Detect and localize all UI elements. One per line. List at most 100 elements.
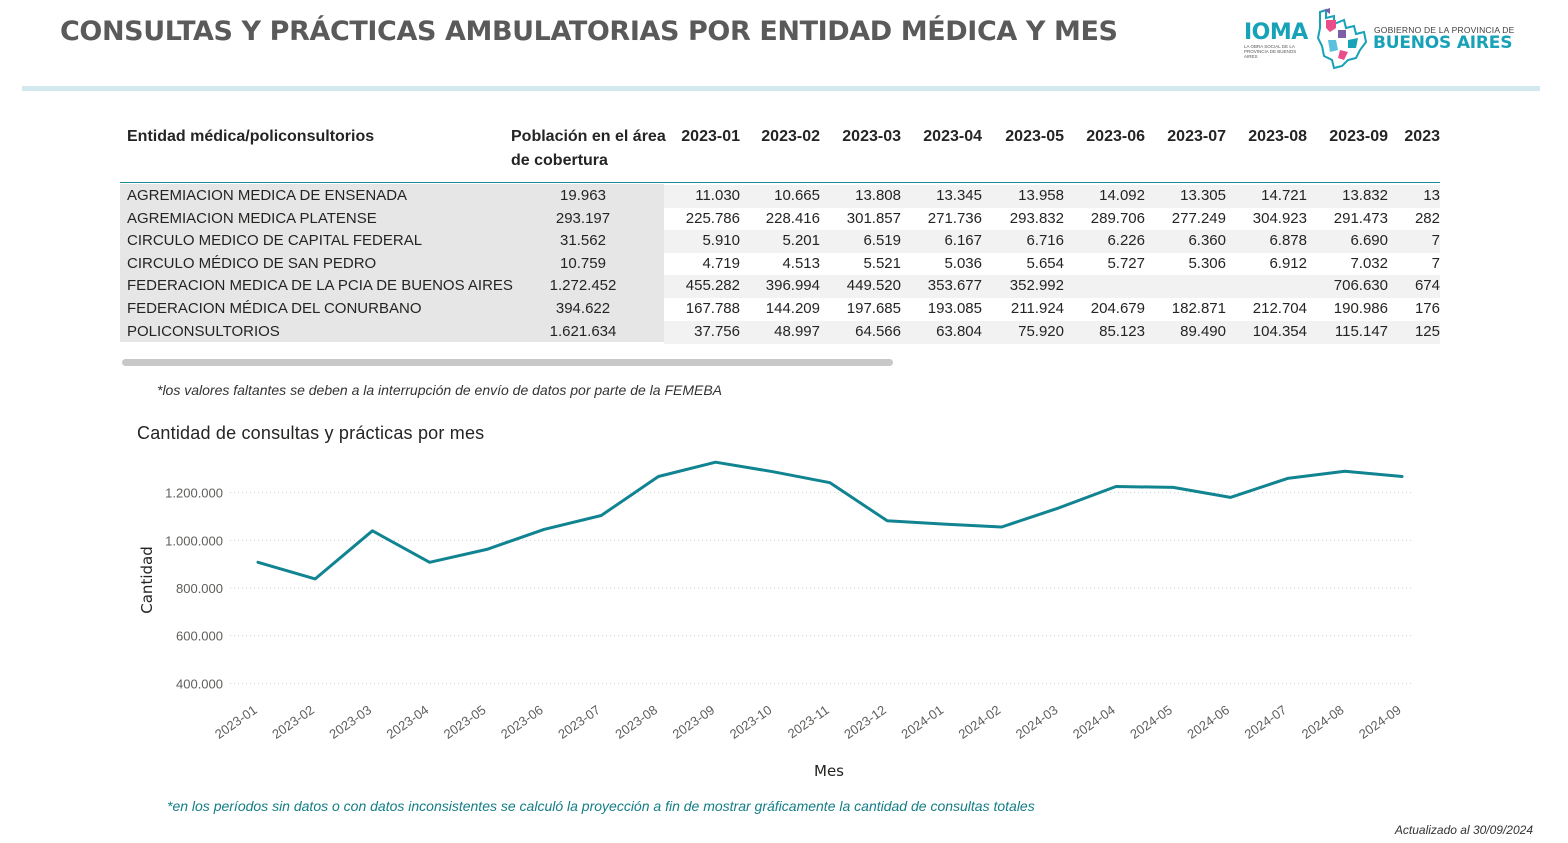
month-value: 167.788	[685, 300, 740, 317]
column-header-month[interactable]: 2023	[1404, 128, 1440, 145]
column-header-month[interactable]: 2023-02	[761, 128, 820, 145]
column-header-entity[interactable]: Entidad médica/policonsultorios	[127, 128, 375, 145]
month-value: 75.920	[1018, 322, 1064, 340]
month-value: 6.878	[1269, 232, 1307, 250]
x-tick-label: 2023-11	[785, 702, 832, 741]
month-value: 455.282	[685, 277, 740, 295]
population-value: 1.621.634	[549, 322, 617, 340]
month-value: 125	[1414, 322, 1440, 340]
month-value: 89.490	[1180, 322, 1226, 340]
month-value: 6.360	[1188, 232, 1226, 250]
series-line	[256, 460, 1404, 581]
month-value: 85.123	[1099, 322, 1145, 340]
month-value: 293.832	[1009, 209, 1064, 227]
x-tick-label: 2023-05	[441, 702, 489, 742]
table-row[interactable]: CIRCULO MEDICO DE CAPITAL FEDERAL 31.562 5…	[120, 230, 1440, 254]
page-title: CONSULTAS Y PRÁCTICAS AMBULATORIAS POR E…	[60, 16, 1118, 47]
x-tick-label: 2023-09	[670, 702, 718, 742]
entity-name: CIRCULO MÉDICO DE SAN PEDRO	[127, 254, 377, 272]
month-value: 7	[1431, 254, 1440, 272]
month-value: 277.249	[1171, 209, 1226, 227]
month-value: 674	[1414, 277, 1440, 295]
x-tick-label: 2024-05	[1127, 702, 1175, 742]
month-value: 10.665	[774, 187, 820, 204]
month-value: 48.997	[774, 322, 820, 340]
x-tick-label: 2024-02	[956, 702, 1004, 742]
month-value: 4.513	[782, 254, 820, 272]
month-value: 212.704	[1252, 300, 1307, 317]
government-label: GOBIERNO DE LA PROVINCIA DE	[1374, 25, 1515, 35]
x-tick-label: 2024-04	[1070, 702, 1118, 742]
column-header-population[interactable]: Población en el área de cobertura	[511, 128, 666, 169]
month-value: 6.519	[863, 232, 901, 250]
column-header-month[interactable]: 2023-01	[681, 128, 740, 145]
column-header-month[interactable]: 2023-04	[923, 128, 982, 145]
updated-date: Actualizado al 30/09/2024	[1394, 823, 1533, 837]
month-value: 115.147	[1334, 322, 1388, 340]
month-value: 193.085	[927, 300, 982, 317]
month-value: 271.736	[927, 209, 982, 227]
month-value: 353.677	[927, 277, 982, 295]
x-tick-label: 2024-01	[898, 702, 946, 742]
month-value: 6.226	[1107, 232, 1145, 250]
population-value: 1.272.452	[549, 277, 617, 295]
month-value: 14.721	[1261, 187, 1307, 204]
table-row[interactable]: AGREMIACION MEDICA PLATENSE 293.197 225.78…	[120, 208, 1440, 231]
month-value: 5.521	[863, 254, 901, 272]
population-value: 19.963	[560, 187, 606, 204]
y-tick-label: 1.200.000	[165, 486, 223, 501]
column-header-month[interactable]: 2023-07	[1167, 128, 1226, 145]
x-tick-label: 2023-04	[384, 702, 432, 742]
column-header-month[interactable]: 2023-09	[1329, 128, 1388, 145]
x-tick-label: 2023-02	[269, 702, 317, 742]
column-header-month[interactable]: 2023-06	[1086, 128, 1145, 145]
entity-table: Entidad médica/policonsultorios Població…	[120, 118, 1440, 378]
month-value: 225.786	[685, 209, 740, 227]
table-row[interactable]: POLICONSULTORIOS 1.621.634 37.756 48.997 64.…	[120, 320, 1440, 344]
month-value: 304.923	[1252, 209, 1307, 227]
table-row[interactable]: FEDERACION MÉDICA DEL CONURBANO 394.622 16…	[120, 298, 1440, 321]
month-value: 144.209	[765, 300, 820, 317]
month-value: 13.305	[1180, 187, 1226, 204]
month-value: 4.719	[702, 254, 740, 272]
month-value: 13.832	[1342, 187, 1388, 204]
table-row[interactable]: AGREMIACION MEDICA DE ENSENADA 19.963 11.0…	[120, 185, 1440, 208]
column-header-month[interactable]: 2023-03	[842, 128, 901, 145]
month-value: 396.994	[765, 277, 820, 295]
month-value: 5.201	[782, 232, 820, 250]
population-value: 10.759	[560, 254, 606, 272]
month-value: 6.167	[944, 232, 982, 250]
projection-note: *en los períodos sin datos o con datos i…	[167, 798, 1035, 814]
x-tick-label: 2024-07	[1242, 702, 1290, 742]
column-header-month[interactable]: 2023-05	[1005, 128, 1064, 145]
month-value: 5.036	[944, 254, 982, 272]
table-row[interactable]: CIRCULO MÉDICO DE SAN PEDRO 10.759 4.719 4.…	[120, 253, 1440, 276]
table-row[interactable]: FEDERACION MEDICA DE LA PCIA DE BUENOS A…	[120, 275, 1440, 299]
x-tick-label: 2024-03	[1013, 702, 1061, 742]
entity-name: FEDERACION MEDICA DE LA PCIA DE BUENOS A…	[127, 277, 513, 295]
month-value: 13.958	[1018, 187, 1064, 204]
y-tick-label: 600.000	[176, 629, 223, 644]
entity-name: FEDERACION MÉDICA DEL CONURBANO	[127, 300, 422, 317]
month-value: 449.520	[846, 277, 901, 295]
month-value: 204.679	[1090, 300, 1145, 317]
x-tick-label: 2023-08	[612, 702, 660, 742]
month-value: 182.871	[1171, 300, 1226, 317]
entity-name: POLICONSULTORIOS	[127, 322, 280, 340]
column-header-month[interactable]: 2023-08	[1248, 128, 1307, 145]
y-tick-label: 1.000.000	[165, 533, 223, 548]
table-frozen-background	[120, 184, 664, 342]
month-value: 104.354	[1252, 322, 1307, 340]
x-tick-label: 2023-12	[841, 702, 889, 742]
x-tick-label: 2024-09	[1356, 702, 1404, 742]
province-name: BUENOS AIRES	[1373, 33, 1513, 53]
horizontal-scrollbar[interactable]	[122, 359, 893, 366]
entity-name: AGREMIACION MEDICA DE ENSENADA	[127, 187, 408, 204]
month-value: 291.473	[1333, 209, 1388, 227]
y-tick-label: 400.000	[176, 676, 223, 691]
x-tick-label: 2024-06	[1184, 702, 1232, 742]
x-tick-label: 2023-03	[326, 702, 374, 742]
month-value: 11.030	[695, 187, 740, 204]
entity-name: AGREMIACION MEDICA PLATENSE	[127, 209, 377, 227]
